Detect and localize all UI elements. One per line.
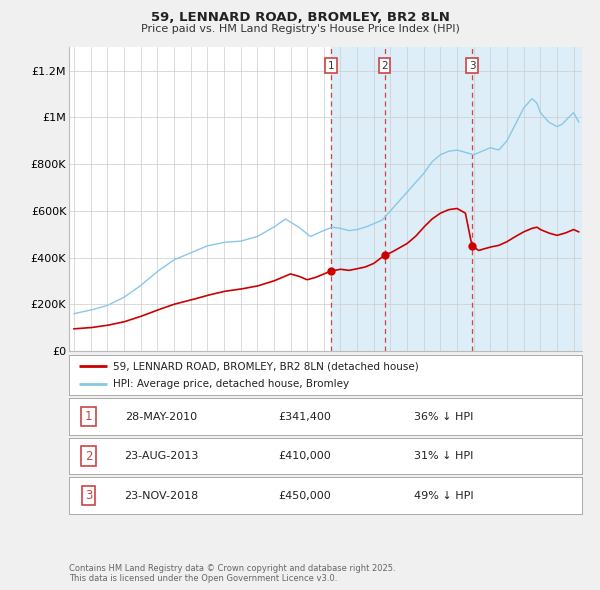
Text: £450,000: £450,000 [278,491,331,500]
Bar [385,47,472,351]
Text: 23-NOV-2018: 23-NOV-2018 [124,491,199,500]
Text: 23-AUG-2013: 23-AUG-2013 [124,451,199,461]
Text: £341,400: £341,400 [278,412,331,421]
Text: Price paid vs. HM Land Registry's House Price Index (HPI): Price paid vs. HM Land Registry's House … [140,24,460,34]
Text: HPI: Average price, detached house, Bromley: HPI: Average price, detached house, Brom… [113,379,349,389]
Text: Contains HM Land Registry data © Crown copyright and database right 2025.
This d: Contains HM Land Registry data © Crown c… [69,563,395,583]
Bar [472,47,582,351]
Text: 3: 3 [469,61,475,71]
Text: 1: 1 [328,61,334,71]
Bar [331,47,385,351]
Text: 36% ↓ HPI: 36% ↓ HPI [414,412,473,421]
Text: 2: 2 [381,61,388,71]
Text: 2: 2 [85,450,92,463]
Text: 31% ↓ HPI: 31% ↓ HPI [414,451,473,461]
Text: 59, LENNARD ROAD, BROMLEY, BR2 8LN (detached house): 59, LENNARD ROAD, BROMLEY, BR2 8LN (deta… [113,361,418,371]
Text: 1: 1 [85,410,92,423]
Text: 49% ↓ HPI: 49% ↓ HPI [413,491,473,500]
Text: 59, LENNARD ROAD, BROMLEY, BR2 8LN: 59, LENNARD ROAD, BROMLEY, BR2 8LN [151,11,449,24]
Text: 28-MAY-2010: 28-MAY-2010 [125,412,197,421]
Text: £410,000: £410,000 [278,451,331,461]
Text: 3: 3 [85,489,92,502]
